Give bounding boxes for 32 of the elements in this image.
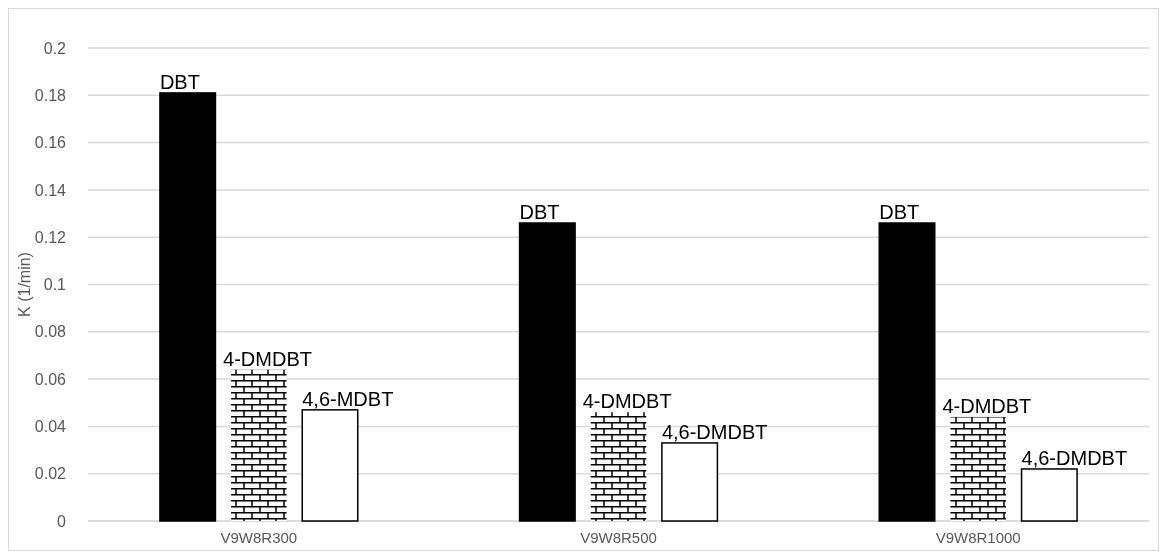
- bar: [661, 442, 719, 522]
- y-tick-label: 0.2: [43, 39, 67, 57]
- annotation: DBT: [519, 201, 560, 224]
- y-tick-label: 0: [57, 512, 67, 530]
- annotation: 4-DMDBT: [942, 394, 1032, 417]
- bar: [1020, 468, 1078, 522]
- y-tick-label: 0.02: [34, 465, 67, 483]
- bar: [518, 222, 576, 522]
- x-tick-label: V9W8R300: [220, 529, 298, 546]
- annotation: 4-DMDBT: [582, 390, 672, 413]
- bar: [231, 369, 287, 521]
- y-tick-label: 0.1: [43, 276, 67, 294]
- annotation: DBT: [159, 70, 200, 93]
- y-tick-label: 0.12: [34, 228, 67, 246]
- bar: [159, 92, 217, 522]
- bar: [950, 416, 1006, 521]
- y-axis-title: K (1/min): [16, 252, 33, 317]
- bar: [301, 409, 359, 522]
- annotation: DBT: [879, 201, 920, 224]
- annotation: 4,6-MDBT: [302, 387, 394, 410]
- y-tick-label: 0.08: [34, 323, 67, 341]
- annotation: 4,6-DMDBT: [1021, 446, 1128, 469]
- x-tick-label: V9W8R500: [580, 529, 657, 546]
- y-tick-label: 0.06: [34, 370, 67, 388]
- annotation: 4-DMDBT: [223, 347, 312, 370]
- y-tick-label: 0.16: [34, 134, 67, 152]
- y-tick-label: 0.18: [34, 86, 67, 104]
- x-tick-label: V9W8R1000: [935, 529, 1021, 546]
- y-tick-label: 0.04: [34, 418, 67, 435]
- bar: [878, 222, 936, 522]
- annotation: 4,6-DMDBT: [661, 420, 768, 443]
- y-tick-label: 0.14: [34, 181, 67, 199]
